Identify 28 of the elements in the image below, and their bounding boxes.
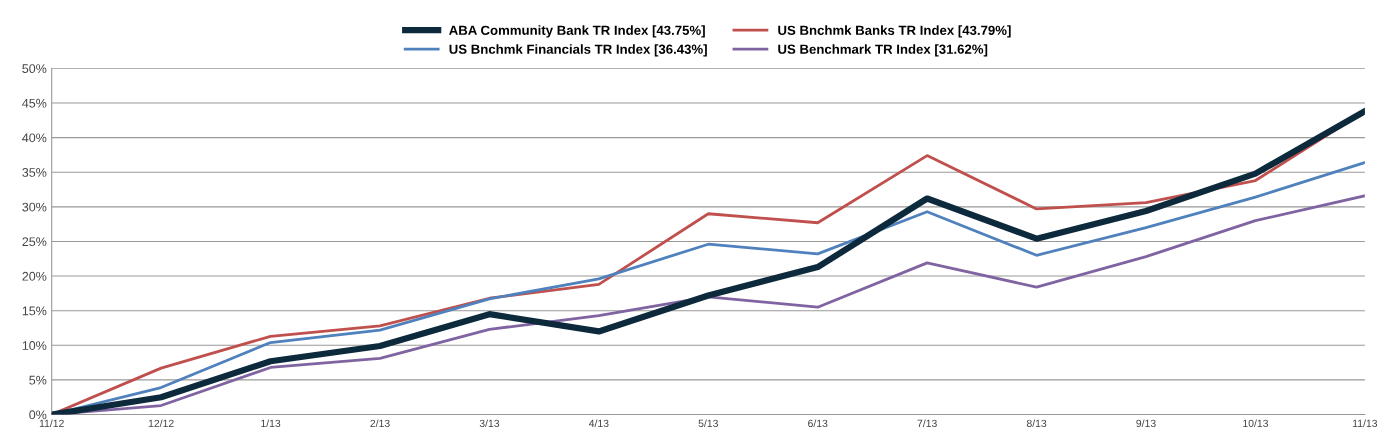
y-tick-label: 50% [22, 64, 47, 74]
x-tick-label: 1/13 [261, 419, 281, 428]
legend-label: US Benchmark TR Index [31.62%] [778, 44, 988, 57]
x-tick-label: 8/13 [1026, 419, 1047, 428]
x-tick-label: 7/13 [917, 419, 937, 428]
x-tick-label: 5/13 [698, 419, 718, 428]
x-tick-label: 9/13 [1136, 419, 1156, 428]
y-tick-label: 15% [22, 306, 47, 316]
y-tick-label: 35% [22, 168, 47, 177]
y-tick-label: 30% [22, 202, 47, 212]
x-tick-label: 4/13 [588, 419, 609, 428]
y-tick-label: 25% [22, 237, 47, 247]
y-tick-label: 40% [22, 133, 47, 143]
legend-label: US Bnchmk Financials TR Index [36.43%] [449, 44, 707, 57]
x-tick-label: 12/12 [148, 419, 174, 428]
x-tick-label: 2/13 [370, 419, 390, 428]
x-tick-label: 11/13 [1353, 419, 1378, 428]
legend-label: US Bnchmk Banks TR Index [43.79%] [778, 25, 1011, 38]
legend-label: ABA Community Bank TR Index [43.75%] [449, 25, 705, 38]
y-tick-label: 0% [29, 410, 47, 420]
x-tick-label: 3/13 [479, 419, 500, 428]
y-tick-label: 5% [29, 375, 47, 385]
x-tick-label: 10/13 [1243, 419, 1269, 428]
y-tick-label: 10% [22, 341, 47, 350]
y-tick-label: 45% [22, 98, 47, 108]
x-tick-label: 11/12 [39, 419, 64, 428]
y-tick-label: 20% [22, 271, 47, 281]
x-tick-label: 6/13 [808, 419, 828, 428]
